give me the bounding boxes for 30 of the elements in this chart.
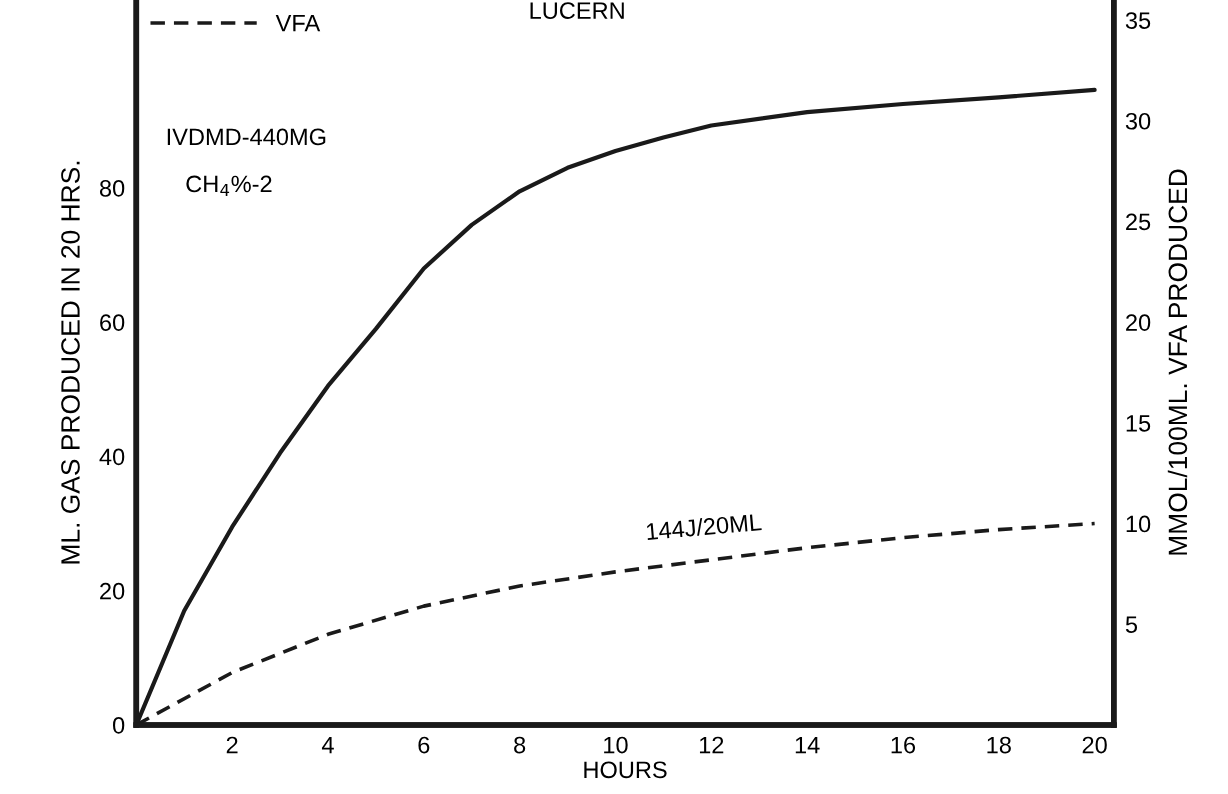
chart-title: LUCERN — [530, 2, 624, 19]
annotation: 144J/20ML — [646, 512, 762, 541]
annotation: IVDMD-440MG — [167, 128, 326, 146]
y2-tick-label: 10 — [1126, 515, 1151, 533]
y2-tick-label: 5 — [1125, 616, 1138, 634]
y-tick-label: 80 — [99, 180, 125, 197]
y2-tick-label: 30 — [1125, 112, 1151, 130]
x-tick-label: 18 — [987, 736, 1011, 754]
annotation: CH$_{4}$%-2 — [186, 175, 272, 196]
y-tick-label: 20 — [100, 582, 125, 600]
y2-tick-label: 35 — [1125, 12, 1151, 29]
x-tick-label: 4 — [321, 736, 334, 754]
y-tick-label: 0 — [112, 716, 125, 734]
x-tick-label: 10 — [604, 736, 628, 754]
x-tick-label: 8 — [514, 736, 526, 754]
x-tick-label: 12 — [699, 736, 724, 754]
x-tick-label: 2 — [226, 736, 238, 754]
y2-tick-label: 15 — [1126, 415, 1151, 432]
x-tick-label: 14 — [795, 736, 820, 754]
y2-axis-title: MMOL/100ML. VFA PRODUCED — [1167, 169, 1188, 555]
x-tick-label: 20 — [1082, 736, 1107, 754]
x-axis-title: HOURS — [584, 761, 667, 779]
y-tick-label: 60 — [100, 314, 125, 331]
y-axis-title: ML. GAS PRODUCED IN 20 HRS. — [61, 161, 80, 564]
y-tick-label: 40 — [99, 448, 125, 466]
y2-tick-label: 25 — [1126, 213, 1151, 231]
x-tick-label: 6 — [418, 736, 430, 754]
legend-label: VFA — [275, 15, 321, 32]
x-tick-label: 16 — [891, 736, 916, 754]
y2-tick-label: 20 — [1126, 314, 1151, 331]
